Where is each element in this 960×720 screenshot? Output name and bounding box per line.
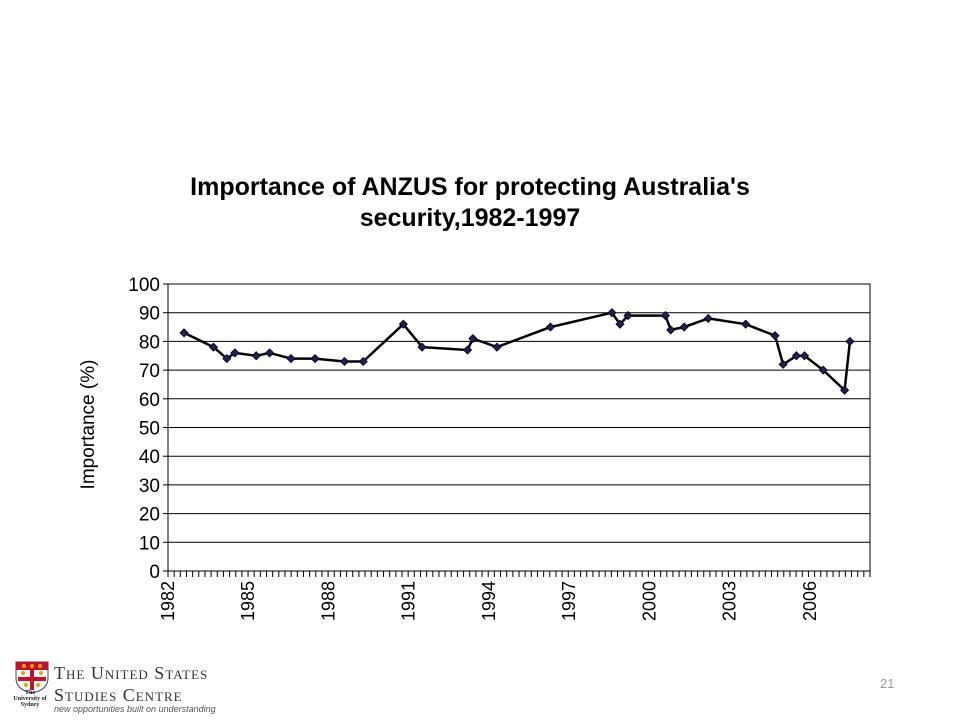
org-name-line2: Studies Centre <box>54 685 183 705</box>
y-tick-label: 50 <box>139 419 160 440</box>
y-tick-label: 20 <box>139 505 160 526</box>
data-point <box>778 359 788 369</box>
data-point <box>679 322 689 332</box>
x-tick-label: 1997 <box>559 581 579 621</box>
x-tick-label: 1985 <box>238 581 258 621</box>
data-point <box>818 365 828 375</box>
chart-title: Importance of ANZUS for protecting Austr… <box>190 173 750 232</box>
data-point <box>417 342 427 352</box>
data-point <box>208 342 219 352</box>
x-tick-label: 1994 <box>479 581 499 621</box>
data-point <box>615 319 625 329</box>
data-point <box>770 331 780 341</box>
university-crest-icon <box>15 661 49 694</box>
data-point <box>791 351 802 361</box>
org-name-line1: The United States <box>54 663 209 683</box>
y-tick-label: 90 <box>139 304 160 325</box>
data-point <box>840 385 850 395</box>
data-point <box>660 311 670 321</box>
data-point <box>230 348 240 358</box>
data-point <box>799 351 810 361</box>
data-point <box>703 313 713 324</box>
data-point <box>398 319 408 329</box>
org-name: The United States Studies Centre <box>54 662 208 706</box>
data-point <box>179 328 189 338</box>
data-point <box>666 325 676 335</box>
x-tick-label: 1991 <box>399 581 419 621</box>
data-point <box>607 308 617 318</box>
y-tick-label: 100 <box>128 275 160 296</box>
data-point <box>286 354 296 364</box>
data-point <box>462 345 473 355</box>
y-tick-label: 70 <box>139 361 160 382</box>
y-tick-label: 10 <box>139 533 160 554</box>
data-point <box>265 348 275 358</box>
x-tick-label: 2000 <box>639 581 659 621</box>
data-point <box>310 354 320 364</box>
line-chart: 0 10 20 30 40 50 60 70 80 90 100 1982 1985 1988 1991 19… <box>78 275 871 621</box>
data-point <box>358 356 368 367</box>
data-point <box>741 319 751 329</box>
x-tick-label: 2003 <box>720 581 740 621</box>
y-tick-label: 60 <box>139 390 160 411</box>
y-tick-label: 30 <box>139 476 160 497</box>
data-point <box>845 336 855 346</box>
x-tick-label: 1988 <box>318 581 338 621</box>
data-point <box>339 356 350 367</box>
data-point <box>251 351 261 361</box>
data-point <box>468 333 478 344</box>
tagline: new opportunities built on understanding <box>54 704 216 714</box>
y-axis-label: Importance (%) <box>78 360 99 490</box>
y-tick-label: 0 <box>149 562 160 583</box>
y-tick-label: 80 <box>139 332 160 353</box>
y-tick-label: 40 <box>139 447 160 468</box>
crest-text: The University of Sydney <box>13 690 47 708</box>
x-tick-label: 1982 <box>158 581 178 621</box>
data-point <box>545 322 555 332</box>
data-point <box>222 354 232 364</box>
footer-logo <box>10 658 310 718</box>
x-tick-label: 2006 <box>800 581 820 621</box>
page-number: 21 <box>880 676 895 691</box>
data-point <box>623 311 633 321</box>
data-point <box>492 342 502 352</box>
